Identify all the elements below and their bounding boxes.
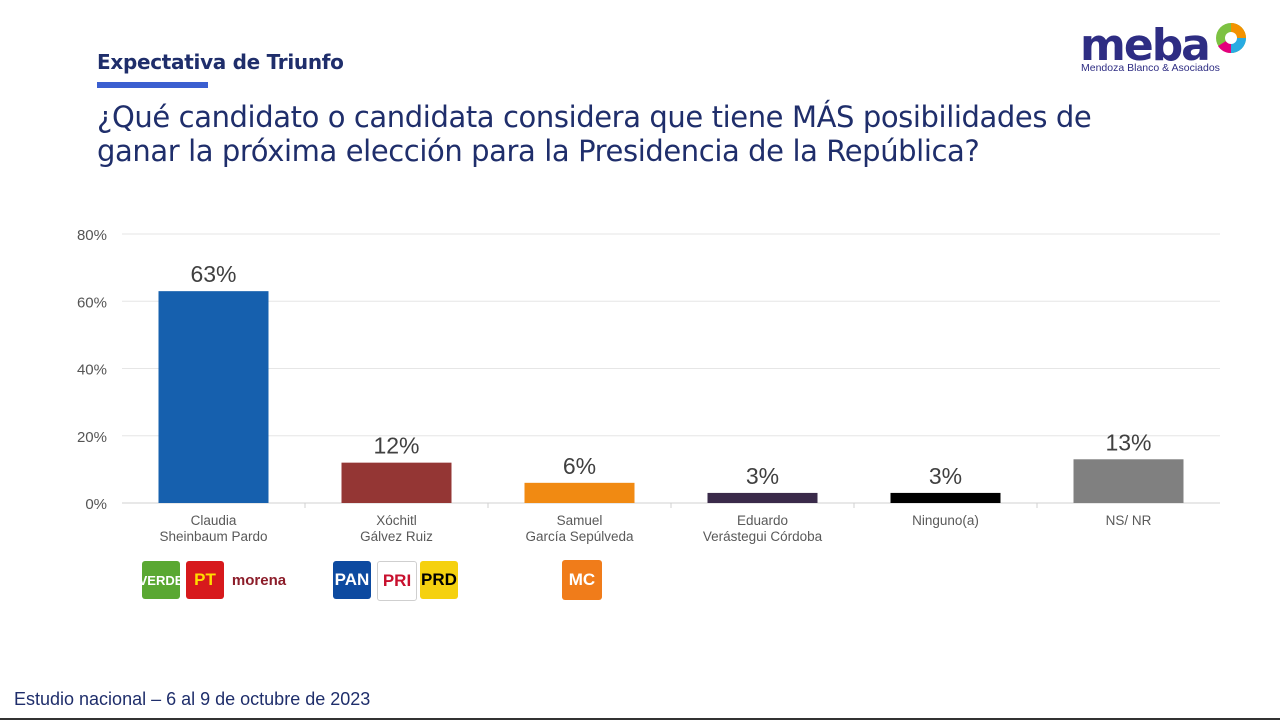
logo-subtitle: Mendoza Blanco & Asociados (1081, 62, 1220, 74)
bar (1073, 459, 1184, 503)
bar (341, 462, 452, 503)
x-tick-label: NS/ NR (1106, 513, 1152, 528)
question-text: ¿Qué candidato o candidata considera que… (97, 100, 1092, 168)
bar (707, 492, 818, 503)
y-tick-label: 60% (77, 294, 107, 311)
data-label: 12% (373, 433, 419, 459)
data-label: 3% (746, 463, 779, 489)
y-tick-label: 0% (85, 496, 107, 513)
y-tick-label: 80% (77, 227, 107, 244)
x-tick-label: Eduardo Verástegui Córdoba (703, 513, 823, 544)
data-label: 13% (1105, 429, 1151, 455)
meba-logo: meba Mendoza Blanco & Asociados (1078, 18, 1258, 78)
bottom-divider (0, 718, 1280, 720)
pan-party-logo: PAN (333, 561, 371, 599)
y-tick-label: 40% (77, 362, 107, 379)
logo-wordmark: meba (1080, 20, 1211, 71)
x-tick-label: Samuel García Sepúlveda (525, 513, 634, 544)
x-tick-label: Claudia Sheinbaum Pardo (159, 513, 267, 544)
footer-note: Estudio nacional – 6 al 9 de octubre de … (14, 689, 371, 709)
prd-party-logo: PRD (420, 561, 458, 599)
bar (890, 492, 1001, 503)
x-tick-label: Ninguno(a) (912, 513, 979, 528)
y-tick-label: 20% (77, 429, 107, 446)
mc-party-logo: MC (562, 560, 602, 600)
data-label: 63% (190, 261, 236, 287)
bar (524, 482, 635, 503)
bar (158, 291, 269, 503)
bar-chart: 0% 20% 40% 60% 80% 63% Claudia Sheinbaum Pardo 1… (77, 227, 1220, 544)
pri-party-logo: PRI (377, 561, 417, 601)
pt-party-logo: PT (186, 561, 224, 599)
section-title: Expectativa de Triunfo (97, 50, 344, 74)
verde-party-logo: VERDE (139, 561, 183, 599)
logo-mark-icon (1216, 23, 1246, 54)
morena-party-logo: morena (231, 571, 287, 589)
data-label: 3% (929, 463, 962, 489)
x-tick-label: Xóchitl Gálvez Ruiz (360, 513, 433, 544)
data-label: 6% (563, 453, 596, 479)
section-underline (97, 82, 208, 88)
